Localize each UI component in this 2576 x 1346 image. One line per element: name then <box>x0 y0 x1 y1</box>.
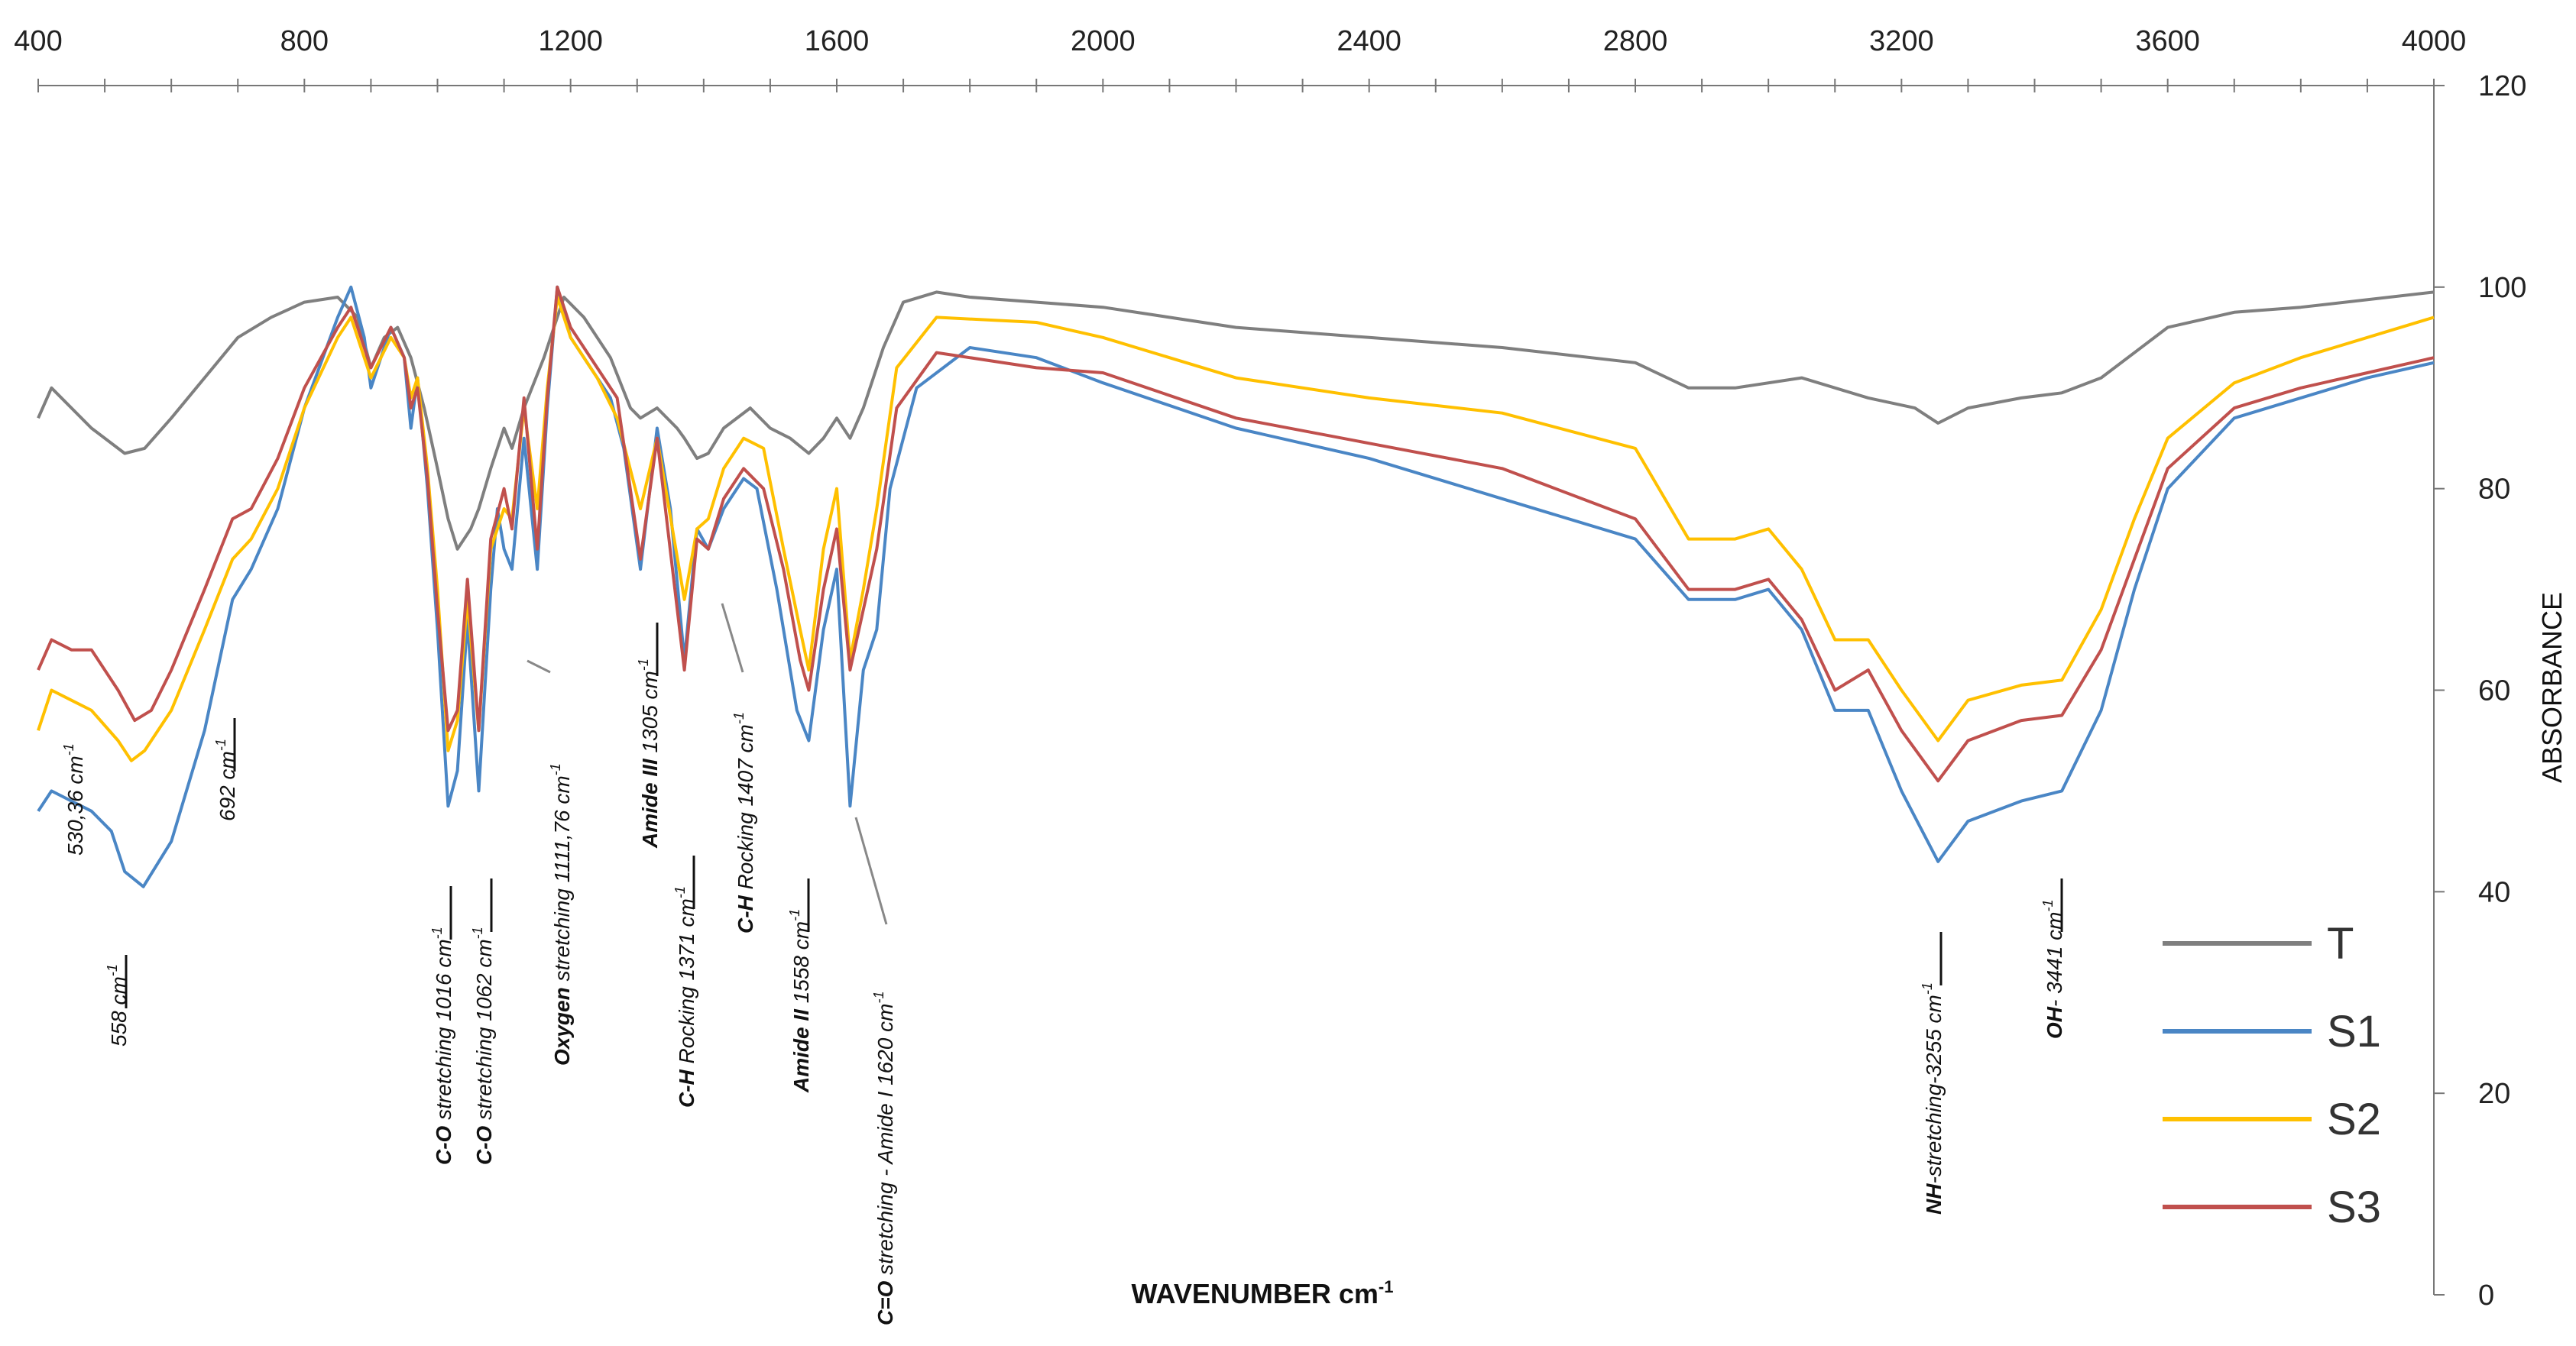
annotation-label-rest: stretching 1062 cm <box>472 939 496 1125</box>
annotation-label: C-O stretching 1016 cm-1 <box>429 927 455 1165</box>
series-group <box>37 285 2435 888</box>
annotation-label-sup: -1 <box>213 739 228 751</box>
peak-annotation: C-H Rocking 1407 cm-1 <box>721 603 757 933</box>
y-tick-label: 120 <box>2478 70 2526 102</box>
annotation-label: NH-stretching-3255 cm-1 <box>1920 982 1946 1215</box>
annotation-label: C-O stretching 1062 cm-1 <box>470 927 496 1165</box>
annotation-label-sup: -1 <box>548 763 563 775</box>
annotation-label-sup: -1 <box>871 992 886 1004</box>
annotation-label: Oxygen stretching 1111,76 cm-1 <box>548 763 574 1066</box>
peak-annotation: OH- 3441 cm-1 <box>2040 878 2066 1039</box>
annotation-leader-line <box>721 603 744 673</box>
annotation-label-bold: Amide II <box>789 1008 813 1093</box>
legend-label-s1: S1 <box>2327 1007 2381 1056</box>
annotation-label: C-H Rocking 1371 cm-1 <box>672 886 698 1108</box>
annotation-label-bold: C-O <box>432 1125 455 1165</box>
axes: 400 800 1200 1600 2000 2400 2800 3200 3600 4000 0 2… <box>14 25 2526 1312</box>
annotation-label: 558 cm-1 <box>105 964 131 1047</box>
annotation-label-sup: -1 <box>787 909 802 921</box>
annotation-label: OH- 3441 cm-1 <box>2040 899 2066 1039</box>
annotation-label-rest: -stretching-3255 cm <box>1922 995 1946 1183</box>
annotation-label-sup: -1 <box>470 927 485 939</box>
annotation-label-sup: -1 <box>429 927 445 939</box>
y-tick-label: 80 <box>2478 474 2510 506</box>
y-tick-label: 20 <box>2478 1078 2510 1110</box>
annotation-label-rest: - 3441 cm <box>2043 912 2066 1008</box>
series-line-t <box>37 290 2435 551</box>
series-line-s3 <box>37 285 2435 783</box>
series-line-s2 <box>37 296 2435 762</box>
x-tick-label: 400 <box>14 25 62 57</box>
peak-annotation: C-O stretching 1062 cm-1 <box>470 878 496 1165</box>
y-tick-label: 40 <box>2478 876 2510 908</box>
annotation-label-rest: stretching 1016 cm <box>432 939 455 1125</box>
annotation-label-sup: -1 <box>636 658 651 671</box>
x-tick-label: 2800 <box>1603 25 1668 57</box>
annotation-label-bold: Oxygen <box>550 987 574 1066</box>
annotation-leader-line <box>527 659 551 674</box>
annotation-label-text: 692 cm <box>215 751 239 821</box>
annotation-label: Amide III 1305 cm-1 <box>636 658 662 849</box>
y-axis-title: ABSORBANCE <box>2536 592 2568 783</box>
annotation-label: 692 cm-1 <box>213 739 239 821</box>
x-tick-label: 3600 <box>2135 25 2200 57</box>
x-axis-title-sup: -1 <box>1379 1277 1394 1296</box>
peak-annotation: Amide III 1305 cm-1 <box>636 623 662 849</box>
annotation-label-text: 558 cm <box>107 976 131 1047</box>
peak-annotation: NH-stretching-3255 cm-1 <box>1920 932 1946 1215</box>
annotation-label-bold: C-H <box>675 1069 698 1108</box>
annotation-label-bold: Amide III <box>638 758 662 849</box>
peak-annotation: C-O stretching 1016 cm-1 <box>429 886 455 1165</box>
annotation-label-sup: -1 <box>731 712 747 724</box>
x-axis-title: WAVENUMBER cm-1 <box>1132 1277 1394 1309</box>
x-tick-label: 2400 <box>1337 25 1401 57</box>
x-tick-label: 800 <box>280 25 329 57</box>
peak-annotation: C-H Rocking 1371 cm-1 <box>672 856 698 1108</box>
annotation-label-rest: 1558 cm <box>789 921 813 1009</box>
peak-annotation: 558 cm-1 <box>105 955 131 1047</box>
peak-annotation: Amide II 1558 cm-1 <box>787 878 813 1093</box>
x-tick-label: 1200 <box>538 25 603 57</box>
annotation-label: C-H Rocking 1407 cm-1 <box>731 712 757 933</box>
y-tick-label: 100 <box>2478 272 2526 304</box>
annotation-label-bold: C=O <box>873 1280 897 1325</box>
x-tick-label: 4000 <box>2402 25 2467 57</box>
peak-annotation: 692 cm-1 <box>213 718 239 821</box>
annotation-label-rest: Rocking 1407 cm <box>734 724 757 895</box>
annotation-label-bold: NH <box>1922 1183 1946 1215</box>
annotation-leader-line <box>854 817 888 925</box>
annotation-label-sup: -1 <box>105 964 120 976</box>
y-tick-label: 60 <box>2478 675 2510 707</box>
x-tick-label: 3200 <box>1869 25 1934 57</box>
annotation-label: 530,36 cm-1 <box>61 743 87 856</box>
x-tick-label: 1600 <box>805 25 870 57</box>
annotation-label-bold: OH <box>2043 1006 2066 1039</box>
peak-annotation: 530,36 cm-1 <box>61 743 87 856</box>
annotation-label-sup: -1 <box>672 886 688 898</box>
annotation-label-rest: 1305 cm <box>638 671 662 759</box>
legend-label-s2: S2 <box>2327 1095 2381 1144</box>
legend-label-t: T <box>2327 919 2354 969</box>
annotation-label-rest: stretching 1111,76 cm <box>550 775 574 987</box>
x-tick-label: 2000 <box>1071 25 1136 57</box>
annotation-label-rest: stretching - Amide I 1620 cm <box>873 1004 897 1281</box>
legend: T S1 S2 S3 <box>2163 919 2381 1232</box>
peak-annotation: Oxygen stretching 1111,76 cm-1 <box>527 659 574 1066</box>
x-axis-title-text: WAVENUMBER cm <box>1132 1278 1379 1309</box>
annotation-label-sup: -1 <box>61 743 76 756</box>
legend-label-s3: S3 <box>2327 1183 2381 1232</box>
annotation-label-sup: -1 <box>2040 899 2056 911</box>
annotation-label-rest: Rocking 1371 cm <box>675 898 698 1069</box>
annotation-label: Amide II 1558 cm-1 <box>787 909 813 1093</box>
annotation-label-text: 530,36 cm <box>63 756 87 856</box>
y-tick-label: 0 <box>2478 1280 2494 1312</box>
annotation-label-sup: -1 <box>1920 982 1935 995</box>
peak-annotation: C=O stretching - Amide I 1620 cm-1 <box>854 817 897 1326</box>
annotation-label: C=O stretching - Amide I 1620 cm-1 <box>871 992 897 1326</box>
annotation-label-bold: C-O <box>472 1125 496 1165</box>
annotation-label-bold: C-H <box>734 895 757 933</box>
